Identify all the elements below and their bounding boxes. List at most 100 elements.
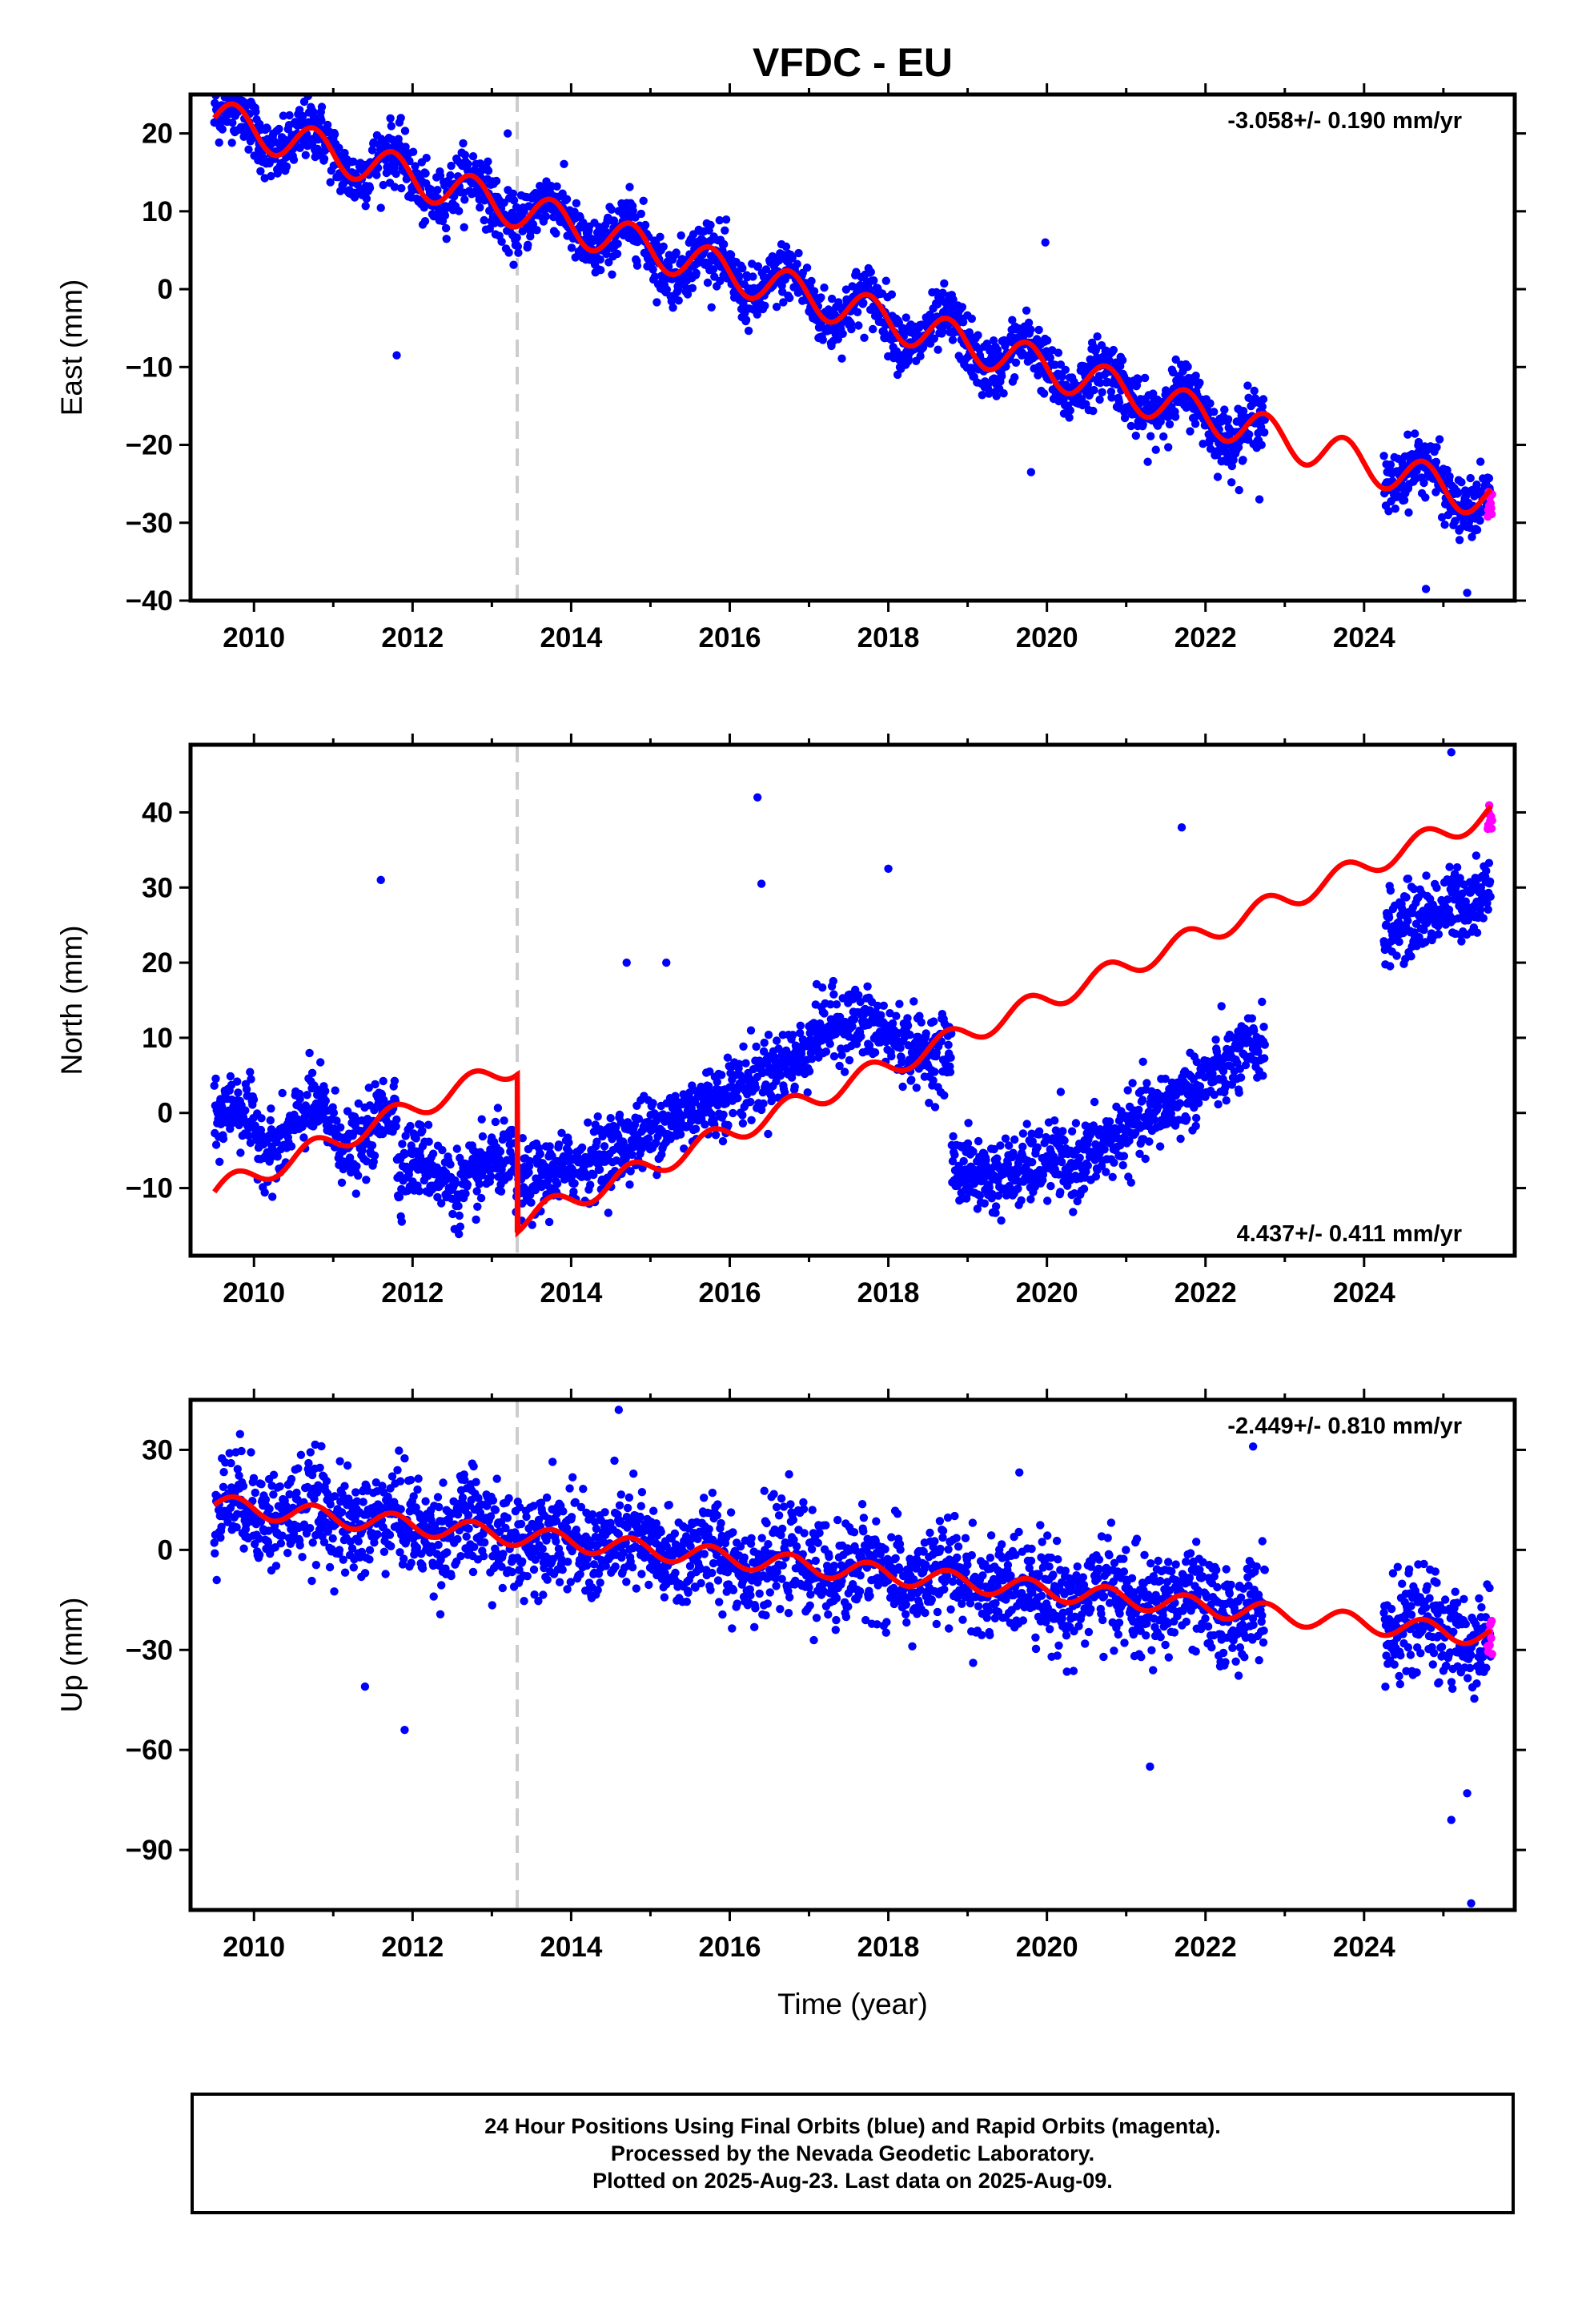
final-orbit-point [554,1140,564,1149]
final-orbit-point [1065,413,1074,422]
final-orbit-point [1219,1067,1228,1076]
final-orbit-point [569,1187,578,1196]
final-orbit-point [1095,395,1104,404]
final-orbit-point [853,308,862,316]
final-orbit-point [1422,871,1431,880]
final-orbit-point [428,1149,438,1158]
final-orbit-point [524,240,532,249]
final-orbit-point [480,215,488,225]
final-orbit-point [1456,525,1464,533]
final-orbit-point [917,1018,926,1027]
final-orbit-point [1071,1119,1081,1128]
final-orbit-point [1484,474,1494,483]
final-orbit-point [999,389,1008,398]
final-orbit-point [1149,389,1158,398]
final-orbit-point [1141,1154,1150,1164]
final-orbit-point [321,1096,330,1105]
final-orbit-point [321,1087,330,1096]
final-orbit-point [1131,431,1141,440]
final-orbit-point [958,318,968,327]
final-orbit-point [817,983,827,992]
final-orbit-point [351,1189,360,1198]
final-orbit-point [838,329,847,338]
final-orbit-point [295,143,304,152]
final-orbit-point [1046,353,1055,362]
final-orbit-point [256,167,265,175]
final-orbit-point [837,354,846,363]
final-orbit-point [859,299,868,308]
final-orbit-point [992,392,1001,400]
final-orbit-point [1222,1096,1231,1105]
final-orbit-point [1472,851,1481,860]
final-orbit-point [1061,365,1070,374]
final-orbit-point [287,1142,296,1151]
final-orbit-point [1211,1035,1220,1044]
final-orbit-point [916,352,925,360]
final-orbit-point [639,196,648,205]
final-orbit-point [567,243,576,252]
final-orbit-point [285,111,294,120]
final-orbit-point [1150,1116,1159,1124]
final-orbit-point [424,1172,432,1180]
final-orbit-point [809,287,819,296]
final-orbit-point [604,258,613,267]
final-orbit-point [735,271,744,280]
final-orbit-point [854,321,863,330]
final-orbit-point [930,1103,940,1112]
final-orbit-point [509,196,519,205]
final-orbit-point [476,203,484,212]
final-orbit-point [940,1091,949,1100]
final-orbit-point [1118,1160,1127,1170]
final-orbit-point [579,218,588,227]
final-orbit-point [1234,443,1243,452]
final-orbit-point [1155,1142,1165,1151]
final-orbit-point [1468,533,1476,541]
final-orbit-point [1447,748,1456,757]
final-orbit-point [1435,435,1444,444]
final-orbit-point [586,1180,595,1189]
final-orbit-point [329,1108,339,1117]
final-orbit-point [326,178,335,187]
final-orbit-point [628,207,637,215]
final-orbit-point [997,1216,1006,1225]
final-orbit-point [721,215,731,224]
final-orbit-point [1444,905,1454,915]
final-orbit-point [406,1121,415,1131]
final-orbit-point [595,1165,604,1174]
y-tick-label: 20 [142,119,173,150]
final-orbit-point [721,226,729,235]
final-orbit-point [275,124,283,134]
final-orbit-point [1069,1208,1078,1216]
final-orbit-point [1034,325,1043,335]
final-orbit-point [903,1014,912,1023]
final-orbit-point [776,1072,785,1080]
final-orbit-point [336,1123,345,1132]
y-tick-label: 0 [158,274,173,305]
final-orbit-point [1464,916,1473,925]
final-orbit-point [753,262,763,271]
final-orbit-point [278,1088,287,1098]
final-orbit-point [757,879,766,888]
final-orbit-point [376,875,385,885]
final-orbit-point [398,1140,407,1148]
final-orbit-point [418,1126,427,1136]
final-orbit-point [674,296,683,305]
final-orbit-point [354,1099,363,1108]
final-orbit-point [1014,1184,1022,1193]
final-orbit-point [1186,427,1195,436]
final-orbit-point [219,1134,228,1144]
final-orbit-point [826,1000,835,1009]
final-orbit-point [950,1150,959,1160]
final-orbit-point [397,1217,406,1226]
final-orbit-point [1409,884,1419,894]
final-orbit-point [1123,1086,1132,1095]
final-orbit-point [1382,920,1391,929]
final-orbit-point [459,139,468,148]
final-orbit-point [1258,402,1267,411]
final-orbit-point [1028,1137,1038,1146]
final-orbit-point [1227,478,1236,487]
final-orbit-point [869,324,877,334]
final-orbit-point [650,272,660,281]
final-orbit-point [749,272,757,281]
final-orbit-point [584,1118,592,1127]
